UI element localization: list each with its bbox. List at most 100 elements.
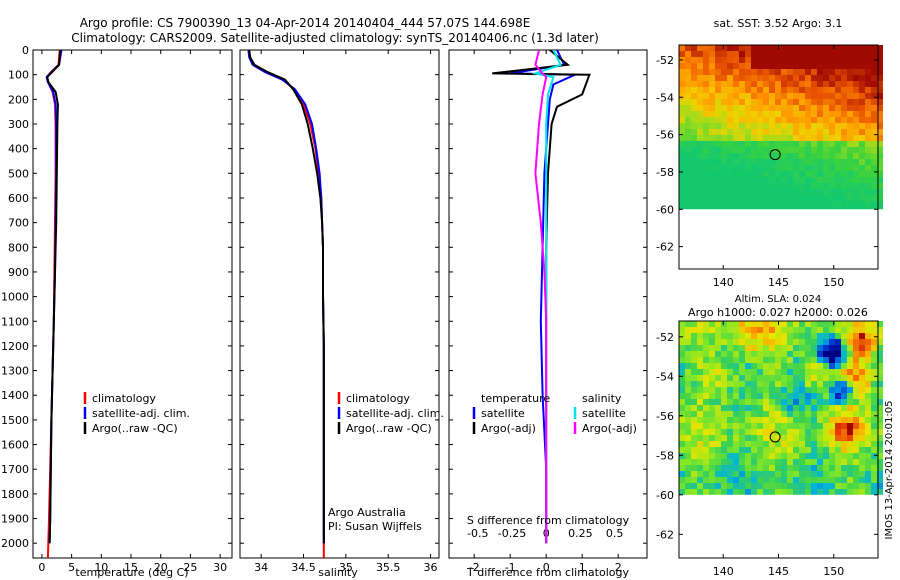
sla-map-cell [817,363,823,369]
sst-map-cell [691,207,697,210]
sst-map-cell [841,45,847,51]
sst-map-cell [697,165,703,171]
sst-map-cell [817,45,823,51]
sst-map-cell [817,207,823,210]
sla-map-cell [877,393,883,399]
sst-map-cell [799,51,805,57]
sst-map-cell [817,171,823,177]
sst-map-cell [811,105,817,111]
sla-map-cell [757,453,763,459]
sst-map-cell [757,153,763,159]
sst-map-cell [751,57,757,63]
sla-map-cell [793,387,799,393]
sst-map-cell [805,45,811,51]
sla-map-cell [865,327,871,333]
sst-map-cell [781,57,787,63]
sla-map-cell [847,369,853,375]
sla-map-subtitle: Argo h1000: 0.027 h2000: 0.026 [688,306,868,319]
sla-map-cell [835,441,841,447]
sla-map-cell [871,465,877,471]
sla-map-cell [679,399,685,405]
sla-map-cell [805,465,811,471]
sla-map-cell [709,429,715,435]
sla-map-cell [841,399,847,405]
sst-map-cell [721,93,727,99]
sla-map-cell [679,477,685,483]
sla-map-cell [757,423,763,429]
sla-map-cell [871,423,877,429]
sst-map-cell [871,141,877,147]
sla-map-cell [829,423,835,429]
sla-map-cell [835,327,841,333]
sst-map-cell [805,63,811,69]
sst-map-cell [715,189,721,195]
sla-map-cell [847,489,853,495]
sla-map-cell [865,393,871,399]
temperature-ytick-label: 2000 [1,537,29,550]
sst-map-cell [841,159,847,165]
sla-map-cell [763,363,769,369]
sla-map-cell [775,429,781,435]
sst-map-cell [733,81,739,87]
sst-map-cell [811,183,817,189]
sst-map-cell [721,51,727,57]
sst-map-cell [727,51,733,57]
sst-map-cell [811,159,817,165]
sla-map-cell [769,435,775,441]
difference-legend-sal-satellite: satellite [582,407,626,420]
sst-map-cell [709,159,715,165]
sla-map-cell [871,333,877,339]
sst-map-cell [775,141,781,147]
sst-map-cell [745,87,751,93]
sst-map-cell [757,171,763,177]
sla-map-cell [697,489,703,495]
sst-map-cell [727,159,733,165]
sst-map-cell [811,63,817,69]
sst-map-cell [775,135,781,141]
sst-map-cell [835,99,841,105]
sla-map-cell [685,327,691,333]
sst-map-cell [835,75,841,81]
sla-map-cell [751,357,757,363]
sst-map-cell [805,189,811,195]
sla-map-cell [817,441,823,447]
temperature-ytick-label: 1400 [1,389,29,402]
sla-map-cell [829,387,835,393]
sla-map-cell [829,327,835,333]
sst-map-cell [697,99,703,105]
sla-map-cell [745,399,751,405]
sla-map-cell [733,381,739,387]
sst-map-cell [865,45,871,51]
sla-map-cell [835,357,841,363]
temperature-ytick-label: 500 [8,167,29,180]
sst-map-cell [697,147,703,153]
sst-map-cell [877,141,883,147]
sst-map-cell [751,183,757,189]
sla-map-cell [841,423,847,429]
sst-map-cell [721,99,727,105]
sla-map-cell [769,381,775,387]
sla-map-cell [859,411,865,417]
sla-map-cell [691,435,697,441]
sst-map-cell [733,99,739,105]
sst-map-cell [787,99,793,105]
sla-map-cell [727,333,733,339]
sst-map-cell [871,171,877,177]
sst-map-cell [685,123,691,129]
sst-map-cell [739,45,745,51]
sla-map-cell [865,381,871,387]
sla-map-cell [757,321,763,327]
sla-map-cell [859,441,865,447]
sla-map-cell [733,489,739,495]
sla-map-cell [691,459,697,465]
sla-map-cell [739,351,745,357]
sla-map-cell [871,369,877,375]
sla-map-cell [763,333,769,339]
sla-map-cell [781,411,787,417]
sst-map-cell [799,45,805,51]
sla-map-cell [847,387,853,393]
sst-map-cell [865,81,871,87]
sst-map-cell [805,117,811,123]
sla-map-cell [751,423,757,429]
sla-map-cell [733,375,739,381]
